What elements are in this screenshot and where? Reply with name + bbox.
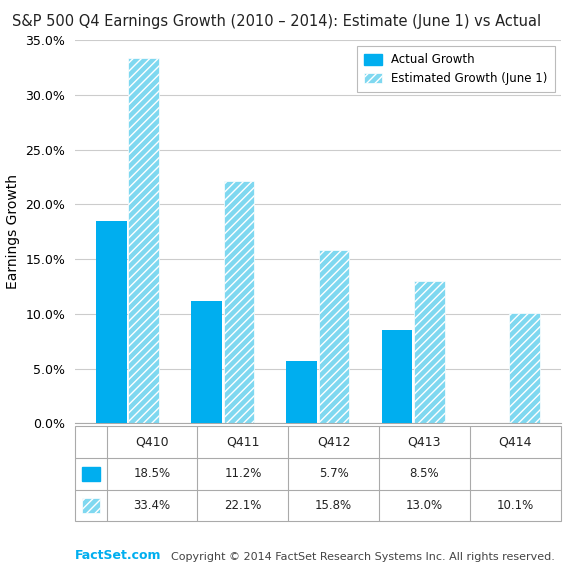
Bar [191,301,222,423]
Bar [319,251,349,423]
Bar [82,467,99,481]
Text: Q411: Q411 [226,435,260,449]
Text: 11.2%: 11.2% [224,467,262,480]
Text: Copyright © 2014 FactSet Research Systems Inc. All rights reserved.: Copyright © 2014 FactSet Research System… [171,552,554,562]
Y-axis label: Earnings Growth: Earnings Growth [6,175,20,289]
Text: 18.5%: 18.5% [134,467,171,480]
Text: 10.1%: 10.1% [497,499,534,512]
Text: FactSet.com: FactSet.com [75,548,162,562]
Text: Q414: Q414 [498,435,532,449]
Text: 15.8%: 15.8% [315,499,352,512]
Text: 5.7%: 5.7% [319,467,349,480]
Text: 13.0%: 13.0% [406,499,443,512]
Bar [96,221,127,423]
Bar [287,361,317,423]
Text: 8.5%: 8.5% [410,467,439,480]
Text: Q410: Q410 [135,435,169,449]
Text: Q412: Q412 [317,435,350,449]
FancyBboxPatch shape [75,426,561,521]
Legend: Actual Growth, Estimated Growth (June 1): Actual Growth, Estimated Growth (June 1) [357,46,555,92]
Bar [414,281,444,423]
Text: S&P 500 Q4 Earnings Growth (2010 – 2014): Estimate (June 1) vs Actual: S&P 500 Q4 Earnings Growth (2010 – 2014)… [12,14,540,29]
Bar [224,181,254,423]
Bar [509,313,540,423]
Text: 33.4%: 33.4% [134,499,171,512]
Text: 22.1%: 22.1% [224,499,262,512]
Bar [381,330,412,423]
Bar [128,58,159,423]
Bar [82,498,99,513]
Text: Q413: Q413 [407,435,441,449]
